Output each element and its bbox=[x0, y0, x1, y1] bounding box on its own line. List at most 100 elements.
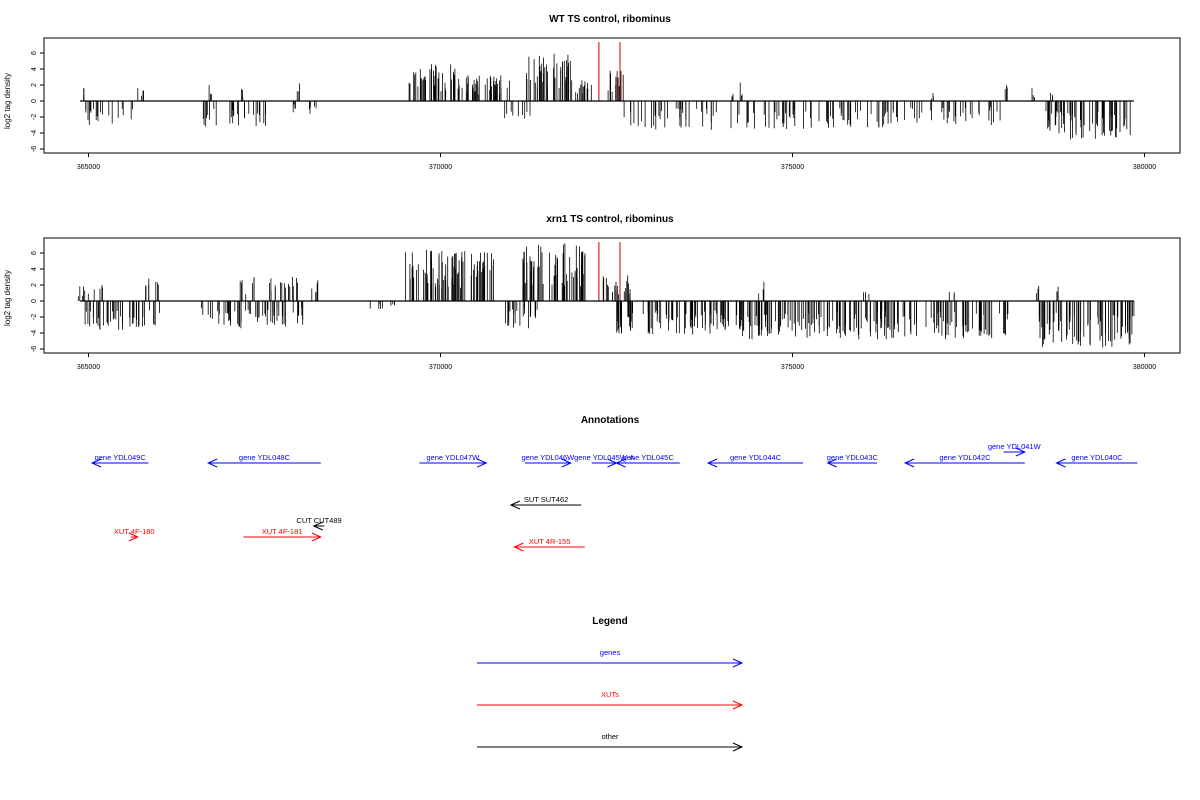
y-tick-label: -4 bbox=[31, 130, 38, 136]
annotation-features: gene YDL049C gene YDL048C gene YDL047W gene… bbox=[90, 442, 1138, 552]
legend-item: genes bbox=[477, 648, 744, 668]
feature-label: gene YDL048C bbox=[239, 453, 291, 462]
wt-y-ticks: -6 -4 -2 0 2 4 6 bbox=[31, 51, 44, 152]
wt-panel: WT TS control, ribominus log2 tag densit… bbox=[3, 14, 1181, 171]
feature-label: gene YDL043C bbox=[827, 453, 879, 462]
feature-label: gene YDL044C bbox=[730, 453, 782, 462]
feature-label: gene YDL049C bbox=[95, 453, 147, 462]
feature-arrowhead bbox=[513, 542, 524, 552]
y-tick-label: -6 bbox=[31, 146, 38, 152]
feature-arrowhead bbox=[732, 658, 744, 668]
feature-arrowhead bbox=[311, 532, 323, 542]
xrn1-panel: xrn1 TS control, ribominus log2 tag dens… bbox=[3, 214, 1181, 371]
legend-item: XUTs bbox=[477, 690, 744, 710]
feature-arrowhead bbox=[312, 521, 323, 531]
x-tick-label: 380000 bbox=[1133, 164, 1156, 171]
wt-signal-bars bbox=[83, 53, 1131, 140]
wt-y-axis-label: log2 tag density bbox=[3, 73, 12, 129]
x-tick-label: 370000 bbox=[429, 364, 452, 371]
annotation-feature: gene YDL049C bbox=[90, 453, 149, 468]
legend: Legend genes XUTs other bbox=[477, 616, 744, 752]
annotation-feature: XUT 4R-155 bbox=[513, 537, 585, 552]
annotations-track: Annotations gene YDL049C gene YDL048C gene… bbox=[90, 415, 1138, 552]
annotation-feature: SUT SUT462 bbox=[509, 495, 582, 510]
feature-label: XUT 4F-181 bbox=[262, 527, 303, 536]
annotation-feature: gene YDL045C bbox=[615, 453, 680, 468]
feature-arrowhead bbox=[509, 500, 521, 510]
x-tick-label: 365000 bbox=[77, 364, 100, 371]
feature-arrowhead bbox=[732, 700, 744, 710]
legend-item-label: other bbox=[601, 732, 619, 741]
xrn1-x-ticks: 365000 370000 375000 380000 bbox=[77, 353, 1156, 371]
y-tick-label: 6 bbox=[31, 51, 38, 55]
x-tick-label: 375000 bbox=[781, 164, 804, 171]
y-tick-label: 0 bbox=[31, 299, 38, 303]
wt-plot-frame bbox=[43, 37, 1181, 154]
legend-title: Legend bbox=[592, 616, 628, 627]
annotation-feature: gene YDL048C bbox=[206, 453, 321, 468]
feature-arrowhead bbox=[206, 458, 218, 468]
x-tick-label: 365000 bbox=[77, 164, 100, 171]
annotation-feature: CUT CUT489 bbox=[296, 516, 342, 531]
wt-marker-lines bbox=[598, 42, 621, 101]
feature-label: XUT 4R-155 bbox=[529, 537, 571, 546]
feature-arrowhead bbox=[732, 742, 744, 752]
feature-label: XUT 4F-180 bbox=[114, 527, 155, 536]
annotation-feature: gene YDL042C bbox=[903, 453, 1025, 468]
xrn1-y-axis-label: log2 tag density bbox=[3, 270, 12, 326]
y-tick-label: 2 bbox=[31, 283, 38, 287]
xrn1-panel-title: xrn1 TS control, ribominus bbox=[546, 214, 674, 225]
xrn1-plot-frame bbox=[43, 237, 1181, 354]
y-tick-label: -6 bbox=[31, 346, 38, 352]
annotation-feature: gene YDL044C bbox=[706, 453, 804, 468]
annotations-title: Annotations bbox=[581, 415, 640, 426]
feature-label: SUT SUT462 bbox=[524, 495, 568, 504]
annotation-feature: gene YDL043C bbox=[826, 453, 879, 468]
x-tick-label: 375000 bbox=[781, 364, 804, 371]
annotation-feature: gene YDL041W bbox=[988, 442, 1042, 457]
y-tick-label: 4 bbox=[31, 67, 38, 71]
feature-label: gene YDL041W bbox=[988, 442, 1042, 451]
y-tick-label: 6 bbox=[31, 251, 38, 255]
feature-arrowhead bbox=[706, 458, 718, 468]
annotation-feature: XUT 4F-181 bbox=[243, 527, 323, 542]
xrn1-y-ticks: -6 -4 -2 0 2 4 6 bbox=[31, 251, 44, 352]
annotation-feature: gene YDL046W bbox=[521, 453, 575, 468]
xrn1-marker-lines bbox=[598, 242, 621, 301]
annotation-feature: XUT 4F-180 bbox=[114, 527, 155, 542]
feature-arrowhead bbox=[1055, 458, 1066, 468]
feature-arrowhead bbox=[90, 458, 102, 468]
feature-arrowhead bbox=[561, 458, 572, 468]
feature-label: gene YDL042C bbox=[939, 453, 991, 462]
wt-x-ticks: 365000 370000 375000 380000 bbox=[77, 153, 1156, 171]
x-tick-label: 380000 bbox=[1133, 364, 1156, 371]
y-tick-label: -4 bbox=[31, 330, 38, 336]
feature-arrowhead bbox=[615, 458, 626, 468]
x-tick-label: 370000 bbox=[429, 164, 452, 171]
annotation-feature: gene YDL040C bbox=[1055, 453, 1138, 468]
legend-item: other bbox=[477, 732, 744, 752]
y-tick-label: 2 bbox=[31, 83, 38, 87]
annotation-feature: gene YDL047W bbox=[419, 453, 488, 468]
feature-label: gene YDL045C bbox=[623, 453, 675, 462]
feature-arrowhead bbox=[128, 532, 140, 542]
y-tick-label: -2 bbox=[31, 314, 38, 320]
y-tick-label: 4 bbox=[31, 267, 38, 271]
legend-item-label: XUTs bbox=[601, 690, 619, 699]
legend-item-label: genes bbox=[600, 648, 621, 657]
feature-arrowhead bbox=[826, 458, 837, 468]
feature-arrowhead bbox=[903, 458, 915, 468]
feature-label: gene YDL046W bbox=[521, 453, 575, 462]
feature-label: CUT CUT489 bbox=[296, 516, 341, 525]
legend-items: genes XUTs other bbox=[477, 648, 744, 752]
feature-arrowhead bbox=[477, 458, 488, 468]
y-tick-label: 0 bbox=[31, 99, 38, 103]
feature-label: gene YDL045W-A bbox=[574, 453, 634, 462]
feature-label: gene YDL047W bbox=[426, 453, 480, 462]
wt-panel-title: WT TS control, ribominus bbox=[549, 14, 671, 25]
feature-label: gene YDL040C bbox=[1071, 453, 1123, 462]
xrn1-signal-bars bbox=[77, 243, 1135, 348]
feature-arrowhead bbox=[1015, 447, 1027, 457]
y-tick-label: -2 bbox=[31, 114, 38, 120]
